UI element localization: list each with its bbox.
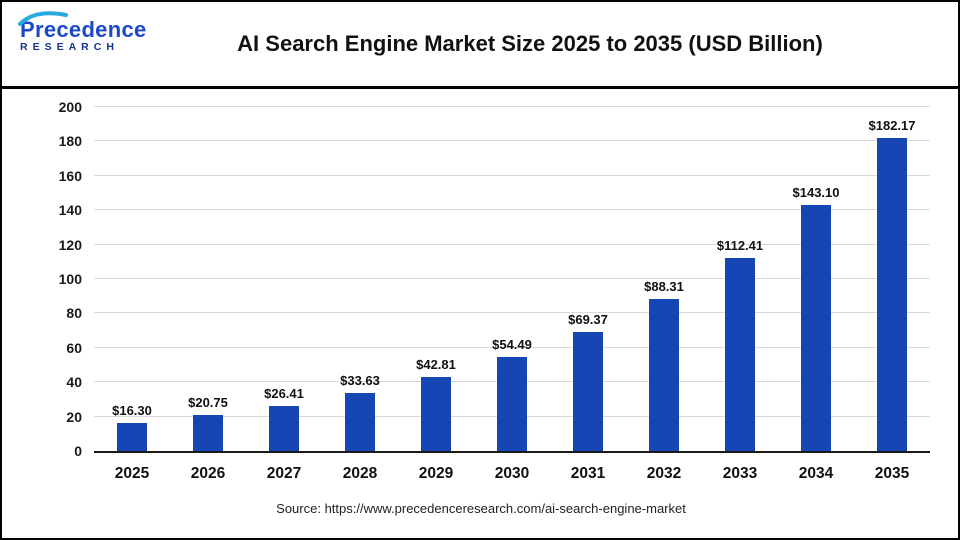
logo-swoosh-icon [18, 11, 68, 26]
y-tick-label: 80 [66, 305, 82, 322]
header: Precedence RESEARCH AI Search Engine Mar… [2, 2, 958, 89]
bar-value-label: $88.31 [644, 279, 684, 295]
plot-area: $16.30 $20.75 $26.41 $33.63 $42.81 $54.49 $69.… [59, 99, 930, 459]
bar-value-label: $54.49 [492, 337, 532, 353]
bar-2026 [193, 415, 223, 451]
x-tick-label: 2025 [114, 465, 150, 482]
y-tick-label: 0 [74, 443, 82, 459]
x-tick-label: 2031 [570, 465, 606, 482]
bar-2034 [801, 204, 831, 451]
gridline [94, 106, 930, 107]
x-tick-label: 2034 [798, 465, 834, 482]
bar-column: $26.41 [246, 107, 322, 451]
x-tick-label: 2028 [342, 465, 378, 482]
bar-2029 [421, 377, 451, 451]
x-tick-label: 2030 [494, 465, 530, 482]
bar-2027 [269, 405, 299, 451]
source-text: Source: https://www.precedenceresearch.c… [276, 501, 686, 516]
bar-column: $182.17 [854, 107, 930, 451]
y-tick-label: 200 [58, 99, 82, 115]
bar-2032 [649, 299, 679, 451]
bar-column: $20.75 [170, 107, 246, 451]
bar-value-label: $42.81 [416, 357, 456, 373]
logo-wordmark: Precedence [20, 17, 147, 42]
y-tick-label: 60 [66, 339, 82, 356]
y-tick-label: 40 [66, 374, 82, 391]
bar-value-label: $33.63 [340, 373, 380, 389]
bar-column: $112.41 [702, 107, 778, 451]
chart-title: AI Search Engine Market Size 2025 to 203… [237, 31, 823, 56]
y-tick-label: 140 [58, 202, 82, 219]
y-tick-label: 100 [58, 271, 82, 287]
x-axis-labels: 2025 2026 2027 2028 2029 2030 2031 2032 2033 2034… [94, 453, 930, 483]
y-tick-label: 120 [58, 236, 82, 253]
bar-2028 [345, 393, 375, 451]
logo-subtext: RESEARCH [20, 41, 119, 54]
bar-column: $42.81 [398, 107, 474, 451]
y-tick-label: 180 [58, 133, 82, 150]
x-tick-label: 2029 [418, 465, 454, 482]
precedence-research-logo: Precedence RESEARCH [18, 11, 147, 54]
gridline [94, 243, 930, 245]
x-tick-label: 2033 [722, 465, 758, 482]
bar-2033 [725, 257, 755, 451]
bar-value-label: $143.10 [792, 184, 840, 200]
bar-value-label: $16.30 [112, 402, 152, 418]
bar-2035 [877, 137, 907, 451]
gridline [94, 346, 930, 348]
bar-value-label: $26.41 [264, 385, 304, 401]
bar-column: $143.10 [778, 107, 854, 451]
gridline [94, 140, 930, 142]
gridline [94, 312, 930, 314]
x-tick-label: 2027 [266, 465, 302, 482]
bar-value-label: $69.37 [568, 311, 608, 327]
gridline [94, 174, 930, 176]
bar-column: $54.49 [474, 107, 550, 451]
bar-2031 [573, 331, 603, 451]
gridline [94, 209, 930, 211]
bar-column: $16.30 [94, 107, 170, 451]
bar-2025 [117, 422, 147, 451]
x-tick-label: 2035 [874, 465, 910, 482]
bar-2030 [497, 357, 527, 451]
bar-column: $69.37 [550, 107, 626, 451]
bar-value-label: $182.17 [868, 117, 916, 133]
bar-column: $88.31 [626, 107, 702, 451]
y-tick-label: 160 [58, 167, 82, 184]
x-tick-label: 2026 [190, 465, 226, 482]
y-tick-label: 20 [66, 408, 82, 425]
gridline [94, 278, 930, 279]
x-tick-label: 2032 [646, 465, 682, 482]
bar-chart: $16.30 $20.75 $26.41 $33.63 $42.81 $54.49 $69.… [2, 89, 958, 538]
bar-column: $33.63 [322, 107, 398, 451]
bar-value-label: $20.75 [188, 395, 228, 411]
bar-value-label: $112.41 [716, 237, 764, 253]
bars-container: $16.30 $20.75 $26.41 $33.63 $42.81 $54.49 $69.… [94, 107, 930, 451]
